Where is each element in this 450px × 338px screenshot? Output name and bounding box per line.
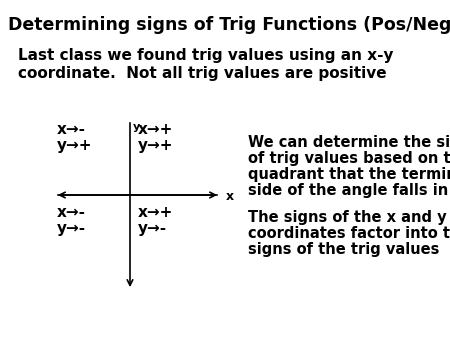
Text: signs of the trig values: signs of the trig values — [248, 242, 439, 257]
Text: coordinates factor into the: coordinates factor into the — [248, 226, 450, 241]
Text: side of the angle falls in: side of the angle falls in — [248, 183, 448, 198]
Text: y→-: y→- — [57, 221, 86, 236]
Text: coordinate.  Not all trig values are positive: coordinate. Not all trig values are posi… — [18, 66, 387, 81]
Text: y→+: y→+ — [57, 138, 93, 153]
Text: y: y — [133, 122, 140, 132]
Text: We can determine the signs: We can determine the signs — [248, 135, 450, 150]
Text: Determining signs of Trig Functions (Pos/Neg): Determining signs of Trig Functions (Pos… — [8, 16, 450, 34]
Text: The signs of the x and y: The signs of the x and y — [248, 210, 446, 225]
Text: y→-: y→- — [138, 221, 167, 236]
Text: of trig values based on the: of trig values based on the — [248, 151, 450, 166]
Text: x→-: x→- — [57, 205, 86, 220]
Text: x→-: x→- — [57, 122, 86, 137]
Text: y→+: y→+ — [138, 138, 174, 153]
Text: Last class we found trig values using an x-y: Last class we found trig values using an… — [18, 48, 393, 63]
Text: x: x — [226, 191, 234, 203]
Text: x→+: x→+ — [138, 205, 173, 220]
Text: x→+: x→+ — [138, 122, 173, 137]
Text: quadrant that the terminal: quadrant that the terminal — [248, 167, 450, 182]
